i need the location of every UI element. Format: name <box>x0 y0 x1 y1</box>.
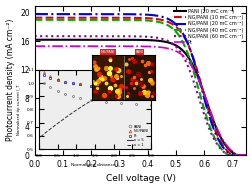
NG/PANI (10 mC cm⁻²) <box>232 154 235 156</box>
NG/PANI (40 mC cm⁻²) <box>159 21 162 23</box>
PANI (20 mC cm⁻²) <box>159 40 162 42</box>
PANI (20 mC cm⁻²) <box>33 39 36 41</box>
Pt <box>212 118 215 120</box>
Line: Pt: Pt <box>35 46 246 155</box>
NG/PANI (60 mC cm⁻²) <box>163 38 166 41</box>
PANI (20 mC cm⁻²) <box>245 154 248 156</box>
NG/PANI (20 mC cm⁻²) <box>34 13 37 15</box>
PANI (20 mC cm⁻²) <box>34 39 37 41</box>
NG/PANI (40 mC cm⁻²) <box>163 22 166 25</box>
NG/PANI (60 mC cm⁻²) <box>245 154 248 156</box>
NG/PANI (20 mC cm⁻²) <box>212 126 215 129</box>
NG/PANI (10 mC cm⁻²) <box>225 149 228 151</box>
NG/PANI (10 mC cm⁻²) <box>163 19 166 22</box>
NG/PANI (20 mC cm⁻²) <box>230 154 233 156</box>
NG/PANI (20 mC cm⁻²) <box>163 16 166 19</box>
Pt <box>33 45 36 47</box>
NG/PANI (60 mC cm⁻²) <box>225 153 228 155</box>
NG/PANI (10 mC cm⁻²) <box>245 154 248 156</box>
NG/PANI (20 mC cm⁻²) <box>159 15 162 18</box>
PANI (20 mC cm⁻²) <box>212 119 215 121</box>
NG/PANI (40 mC cm⁻²) <box>212 134 215 136</box>
Line: NG/PANI (40 mC cm⁻²): NG/PANI (40 mC cm⁻²) <box>35 20 246 155</box>
NG/PANI (60 mC cm⁻²) <box>212 136 215 139</box>
NG/PANI (40 mC cm⁻²) <box>225 153 228 155</box>
NG/PANI (40 mC cm⁻²) <box>245 154 248 156</box>
PANI (20 mC cm⁻²) <box>163 40 166 43</box>
NG/PANI (60 mC cm⁻²) <box>227 154 230 156</box>
PANI (20 mC cm⁻²) <box>225 145 228 148</box>
NG/PANI (40 mC cm⁻²) <box>34 19 37 21</box>
Pt <box>245 154 248 156</box>
NG/PANI (60 mC cm⁻²) <box>33 35 36 37</box>
Line: PANI (20 mC cm⁻²): PANI (20 mC cm⁻²) <box>35 40 246 155</box>
NG/PANI (20 mC cm⁻²) <box>33 13 36 15</box>
NG/PANI (10 mC cm⁻²) <box>159 18 162 21</box>
Pt <box>159 46 162 48</box>
NG/PANI (40 mC cm⁻²) <box>33 19 36 21</box>
NG/PANI (60 mC cm⁻²) <box>159 37 162 40</box>
NG/PANI (60 mC cm⁻²) <box>34 35 37 37</box>
NG/PANI (20 mC cm⁻²) <box>159 15 162 17</box>
Pt <box>225 144 228 146</box>
NG/PANI (10 mC cm⁻²) <box>212 124 215 126</box>
NG/PANI (10 mC cm⁻²) <box>34 16 37 19</box>
Line: NG/PANI (20 mC cm⁻²): NG/PANI (20 mC cm⁻²) <box>35 14 246 155</box>
NG/PANI (10 mC cm⁻²) <box>33 16 36 19</box>
NG/PANI (10 mC cm⁻²) <box>159 19 162 21</box>
NG/PANI (60 mC cm⁻²) <box>159 37 162 40</box>
Line: NG/PANI (10 mC cm⁻²): NG/PANI (10 mC cm⁻²) <box>35 18 246 155</box>
NG/PANI (20 mC cm⁻²) <box>225 150 228 153</box>
NG/PANI (40 mC cm⁻²) <box>227 154 230 156</box>
Pt <box>163 47 166 49</box>
Pt <box>34 45 37 47</box>
Pt <box>237 154 240 156</box>
NG/PANI (40 mC cm⁻²) <box>159 21 162 24</box>
Y-axis label: Photocurrent density (mA cm⁻²): Photocurrent density (mA cm⁻²) <box>6 19 15 142</box>
Legend: PANI (20 mC cm⁻²), NG/PANI (10 mC cm⁻²), NG/PANI (20 mC cm⁻²), NG/PANI (40 mC cm: PANI (20 mC cm⁻²), NG/PANI (10 mC cm⁻²),… <box>173 8 244 46</box>
PANI (20 mC cm⁻²) <box>236 154 239 156</box>
X-axis label: Cell voltage (V): Cell voltage (V) <box>106 174 176 184</box>
NG/PANI (20 mC cm⁻²) <box>245 154 248 156</box>
PANI (20 mC cm⁻²) <box>159 40 162 42</box>
Line: NG/PANI (60 mC cm⁻²): NG/PANI (60 mC cm⁻²) <box>35 36 246 155</box>
Pt <box>159 46 162 48</box>
